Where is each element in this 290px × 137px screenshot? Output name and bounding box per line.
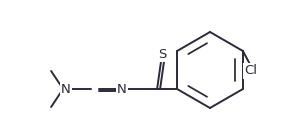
Text: N: N	[117, 82, 127, 95]
Text: N: N	[61, 82, 71, 95]
Text: S: S	[158, 48, 166, 61]
Text: Cl: Cl	[244, 65, 258, 78]
